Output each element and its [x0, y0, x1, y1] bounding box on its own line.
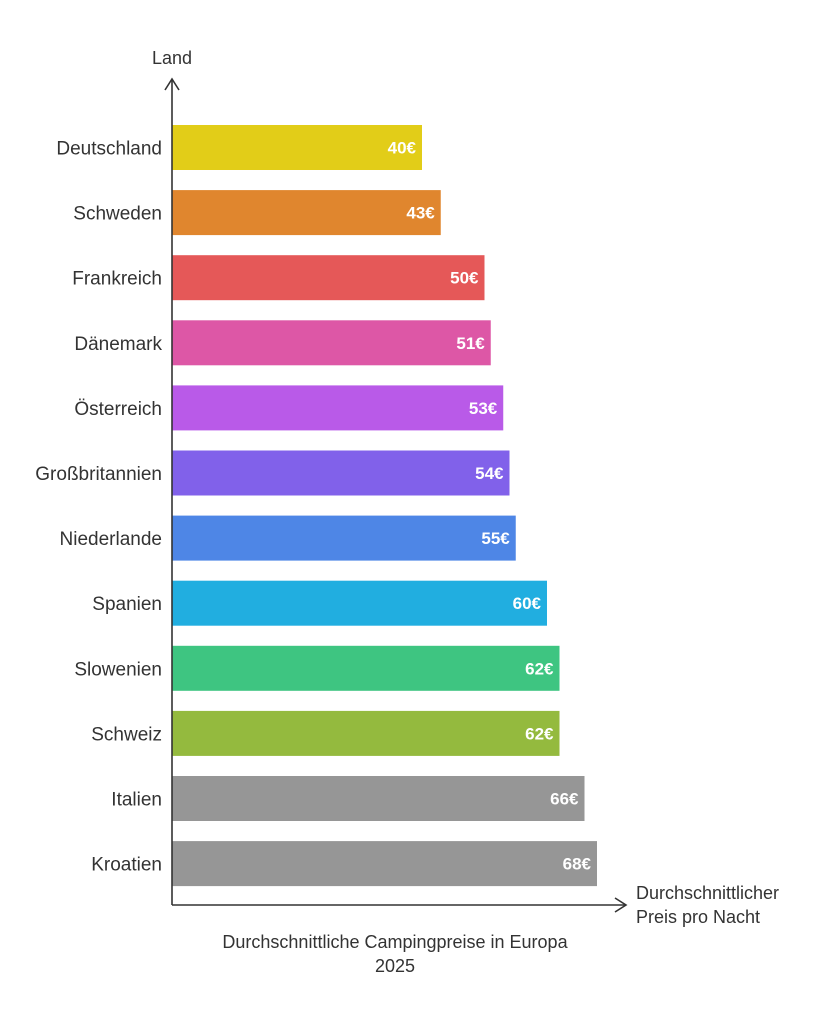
value-label: 43€ — [406, 204, 435, 223]
value-label: 54€ — [475, 464, 504, 483]
x-axis-arrow-icon — [614, 897, 628, 913]
category-label: Spanien — [92, 594, 162, 615]
axes-group — [164, 77, 628, 913]
y-axis-title: Land — [152, 48, 192, 68]
bar-9 — [172, 710, 560, 756]
bar-5 — [172, 450, 510, 496]
value-label: 66€ — [550, 790, 579, 809]
value-label: 60€ — [513, 594, 542, 613]
value-label: 62€ — [525, 724, 554, 743]
value-label: 40€ — [388, 139, 417, 158]
bars-group: Deutschland 40€ Schweden 43€ Frankreich 50€ Dä… — [35, 125, 597, 887]
value-label: 51€ — [456, 334, 485, 353]
value-label: 50€ — [450, 269, 479, 288]
bar-0 — [172, 125, 422, 170]
value-label: 53€ — [469, 399, 498, 418]
value-label: 55€ — [481, 529, 510, 548]
category-label: Italien — [111, 790, 162, 811]
category-label: Österreich — [74, 399, 162, 420]
value-label: 68€ — [563, 855, 592, 874]
category-label: Kroatien — [91, 855, 162, 876]
x-axis-title-line-1: Durchschnittlicher — [636, 883, 779, 903]
category-label: Deutschland — [56, 139, 162, 160]
bar-10 — [172, 776, 585, 821]
y-axis-arrow-icon — [164, 77, 180, 91]
category-label: Dänemark — [74, 334, 162, 355]
category-label: Schweiz — [91, 724, 162, 745]
category-label: Slowenien — [74, 659, 162, 680]
category-label: Großbritannien — [35, 464, 162, 485]
category-label: Frankreich — [72, 269, 162, 290]
chart-caption: Durchschnittliche Campingpreise in Europ… — [190, 930, 600, 978]
bar-11 — [172, 841, 597, 887]
bar-2 — [172, 255, 485, 301]
bar-7 — [172, 580, 547, 626]
x-axis-title-line-2: Preis pro Nacht — [636, 907, 760, 927]
category-label: Niederlande — [60, 529, 162, 550]
caption-line-2: 2025 — [374, 956, 416, 976]
bar-8 — [172, 645, 560, 691]
bar-4 — [172, 385, 504, 431]
category-label: Schweden — [73, 204, 162, 225]
bar-3 — [172, 320, 491, 366]
bar-1 — [172, 190, 441, 236]
bar-6 — [172, 515, 516, 561]
value-label: 62€ — [525, 659, 554, 678]
caption-line-1: Durchschnittliche Campingpreise in Europ… — [222, 932, 568, 952]
